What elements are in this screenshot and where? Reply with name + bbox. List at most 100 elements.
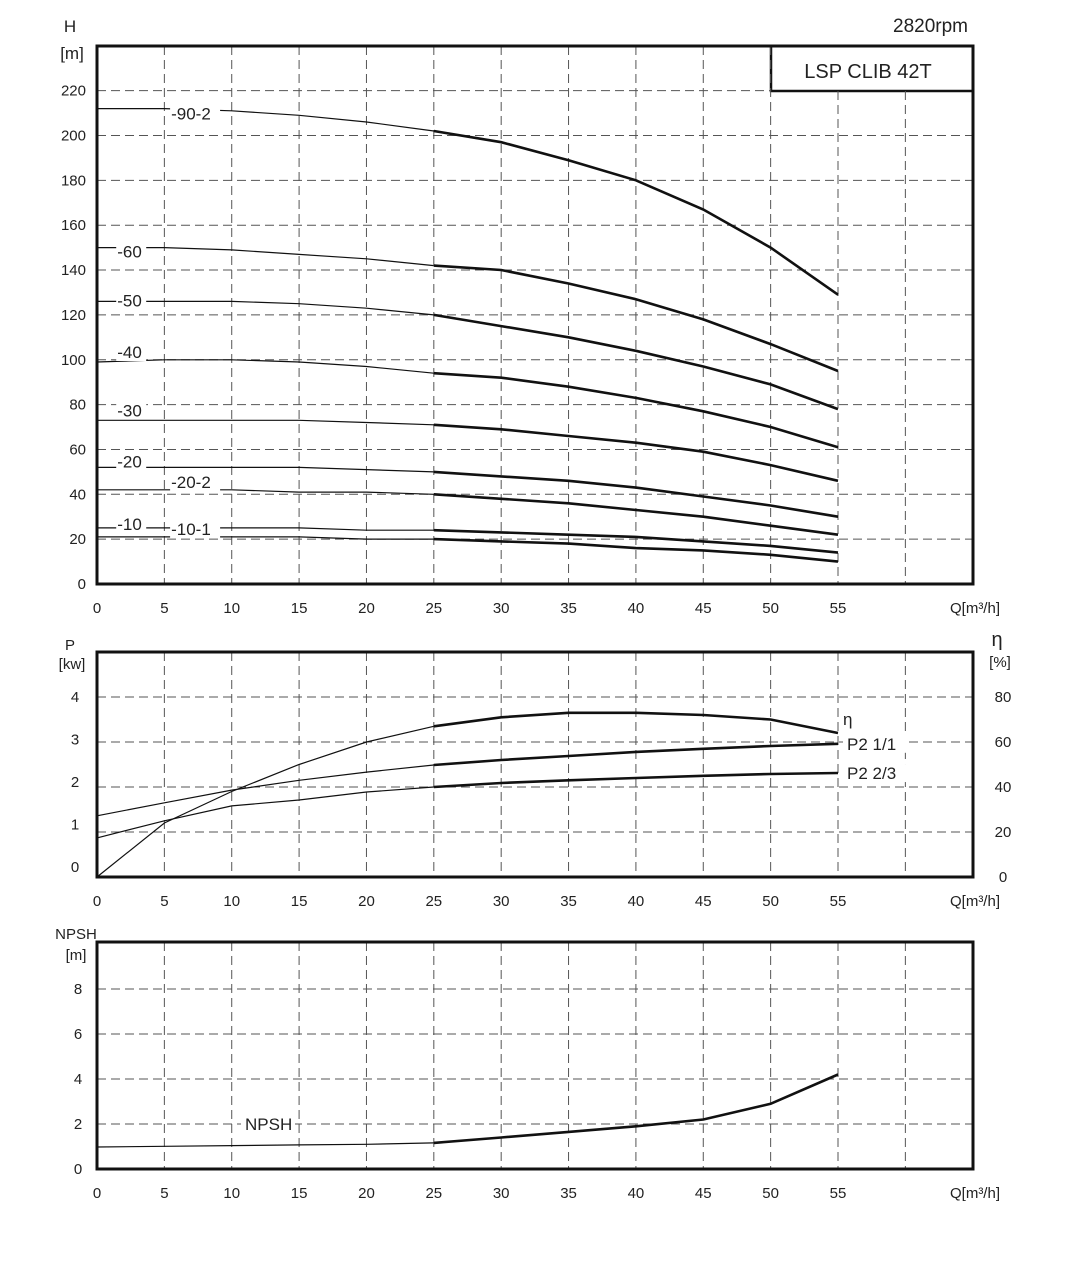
curve-label-bg bbox=[116, 342, 147, 361]
y-tick-label: 40 bbox=[69, 486, 86, 503]
x-tick-label: 35 bbox=[560, 893, 577, 910]
x-tick-label: 15 bbox=[291, 893, 308, 910]
head-90-2-curve bbox=[433, 129, 839, 296]
y-axis-unit: [m] bbox=[60, 44, 84, 63]
x-tick-label: 15 bbox=[291, 600, 308, 617]
x-tick-label: 30 bbox=[493, 1185, 510, 1202]
curve-label: -90-2 bbox=[171, 105, 211, 124]
head-10-curve bbox=[433, 528, 839, 554]
y-tick-label-left: 1 bbox=[71, 817, 79, 834]
curve-label-bg bbox=[116, 242, 147, 261]
x-tick-label: 55 bbox=[830, 600, 847, 617]
x-tick-label: 0 bbox=[93, 1185, 101, 1202]
x-tick-label: 20 bbox=[358, 1185, 375, 1202]
head-20-curve bbox=[433, 470, 839, 518]
curve-label-bg bbox=[116, 514, 147, 533]
plot-frame bbox=[95, 44, 975, 586]
y-tick-label: 140 bbox=[61, 262, 86, 279]
npsh-curve bbox=[433, 1073, 839, 1145]
y-tick-label-right: 20 bbox=[995, 824, 1012, 841]
y-tick-label-left: 0 bbox=[71, 859, 79, 876]
y-tick-label: 20 bbox=[69, 531, 86, 548]
head-10-curve-thin bbox=[97, 527, 434, 531]
x-tick-label: 20 bbox=[358, 600, 375, 617]
x-tick-label: 20 bbox=[358, 893, 375, 910]
head-60-curve bbox=[433, 264, 839, 373]
y-tick-label: 4 bbox=[74, 1071, 82, 1088]
y-tick-label: 6 bbox=[74, 1026, 82, 1043]
y-tick-label: 80 bbox=[69, 397, 86, 414]
x-axis-label: Q[m³/h] bbox=[950, 600, 1000, 617]
y-axis-label-left: P bbox=[65, 637, 75, 654]
y-tick-label: 0 bbox=[74, 1161, 82, 1178]
x-tick-label: 40 bbox=[628, 600, 645, 617]
power-full-curve bbox=[433, 742, 839, 767]
y-axis-label: NPSH bbox=[55, 926, 97, 943]
x-tick-label: 50 bbox=[762, 600, 779, 617]
curve-label-bg bbox=[170, 104, 221, 123]
head-50-curve-thin bbox=[97, 300, 434, 316]
curve-label-bg bbox=[843, 764, 909, 783]
y-tick-label: 0 bbox=[78, 576, 86, 593]
curve-label: -20-2 bbox=[171, 473, 211, 492]
y-tick-label: 8 bbox=[74, 981, 82, 998]
power-full-curve-thin bbox=[96, 764, 434, 817]
efficiency-curve bbox=[433, 711, 839, 735]
x-tick-label: 0 bbox=[93, 600, 101, 617]
y-tick-label-right: 60 bbox=[995, 734, 1012, 751]
x-tick-label: 35 bbox=[560, 1185, 577, 1202]
x-tick-label: 50 bbox=[762, 1185, 779, 1202]
power-two-thirds-curve-thin bbox=[96, 786, 434, 839]
curve-label: -10 bbox=[117, 515, 142, 534]
head-20-2-curve-thin bbox=[97, 489, 434, 495]
curve-label-bg bbox=[170, 519, 221, 538]
curve-label: -50 bbox=[117, 291, 142, 310]
head-30-curve-thin bbox=[97, 419, 434, 426]
curve-label: -10-1 bbox=[171, 520, 211, 539]
efficiency-curve-thin bbox=[96, 725, 434, 878]
x-tick-label: 55 bbox=[830, 1185, 847, 1202]
x-tick-label: 5 bbox=[160, 1185, 168, 1202]
curve-label-bg bbox=[843, 734, 909, 753]
curve-label-bg bbox=[116, 401, 147, 420]
model-label: LSP CLIB 42T bbox=[804, 61, 931, 83]
x-tick-label: 25 bbox=[425, 893, 442, 910]
x-tick-label: 0 bbox=[93, 893, 101, 910]
speed-label: 2820rpm bbox=[893, 16, 968, 37]
head-50-curve bbox=[433, 313, 839, 411]
head-20-curve-thin bbox=[97, 466, 434, 473]
y-tick-label: 160 bbox=[61, 217, 86, 234]
head-40-curve-thin bbox=[96, 359, 434, 374]
x-tick-label: 30 bbox=[493, 893, 510, 910]
curve-label-bg bbox=[241, 1114, 295, 1132]
y-tick-label-left: 2 bbox=[71, 774, 79, 791]
x-axis-label: Q[m³/h] bbox=[950, 1185, 1000, 1202]
head-10-1-curve bbox=[433, 537, 839, 563]
y-tick-label-right: 0 bbox=[999, 869, 1007, 886]
power-full-label: P2 1/1 bbox=[847, 735, 896, 754]
y-axis-label-right: η bbox=[991, 629, 1002, 651]
curve-label: -40 bbox=[117, 343, 142, 362]
x-tick-label: 45 bbox=[695, 893, 712, 910]
y-axis-label: H bbox=[64, 17, 76, 36]
npsh-curve-label: NPSH bbox=[245, 1115, 292, 1134]
head-30-curve bbox=[433, 423, 839, 483]
x-tick-label: 55 bbox=[830, 893, 847, 910]
y-tick-label-right: 80 bbox=[995, 689, 1012, 706]
power-two-thirds-label: P2 2/3 bbox=[847, 764, 896, 783]
y-tick-label-left: 3 bbox=[71, 732, 79, 749]
plot-frame bbox=[95, 650, 975, 879]
plot-frame bbox=[95, 940, 975, 1171]
x-tick-label: 35 bbox=[560, 600, 577, 617]
y-tick-label: 120 bbox=[61, 307, 86, 324]
x-tick-label: 40 bbox=[628, 1185, 645, 1202]
x-tick-label: 45 bbox=[695, 600, 712, 617]
y-tick-label: 60 bbox=[69, 441, 86, 458]
y-tick-label: 180 bbox=[61, 172, 86, 189]
x-tick-label: 25 bbox=[425, 600, 442, 617]
x-tick-label: 5 bbox=[160, 893, 168, 910]
x-axis-label: Q[m³/h] bbox=[950, 893, 1000, 910]
y-tick-label: 2 bbox=[74, 1116, 82, 1133]
y-tick-label: 100 bbox=[61, 352, 86, 369]
